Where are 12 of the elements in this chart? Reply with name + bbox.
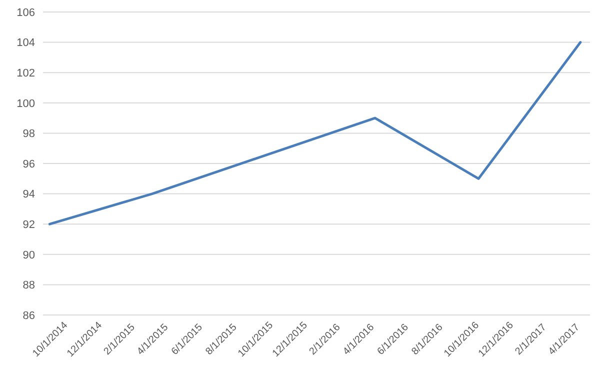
y-tick-label: 100 [16,98,35,110]
line-series [48,41,582,226]
y-tick-label: 104 [16,37,35,50]
y-tick-label: 94 [22,188,35,201]
y-tick-label: 96 [22,158,35,170]
y-tick-label: 92 [22,218,35,231]
y-tick-label: 90 [22,249,35,262]
y-tick-label: 98 [22,128,35,140]
y-tick-label: 88 [22,280,35,292]
y-tick-label: 102 [16,67,35,80]
y-tick-label: 86 [22,310,35,322]
y-tick-label: 106 [16,6,35,19]
